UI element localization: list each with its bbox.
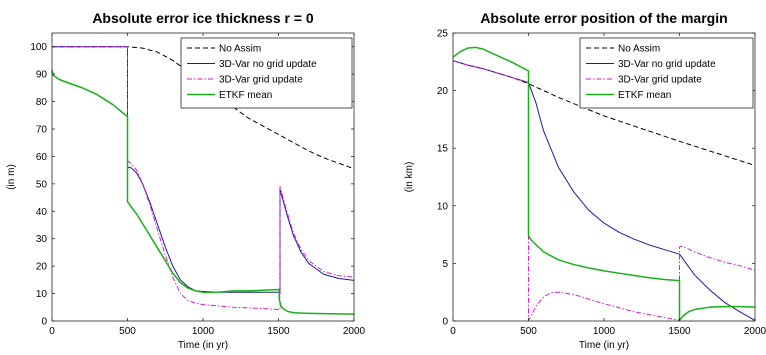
legend-label: No Assim [219, 44, 261, 55]
x-tick-label: 1000 [192, 326, 215, 337]
x-tick-label: 500 [119, 326, 136, 337]
series-line-0 [452, 60, 756, 166]
x-tick-label: 1500 [267, 326, 290, 337]
y-tick-label: 0 [442, 317, 448, 328]
y-tick-label: 70 [36, 125, 48, 136]
series-line-1 [452, 60, 756, 321]
legend-box [579, 37, 754, 109]
x-tick-label: 0 [49, 326, 55, 337]
legend-label: ETKF mean [618, 90, 671, 101]
series-line-2 [452, 60, 756, 321]
x-tick-label: 1000 [593, 326, 616, 337]
y-tick-label: 50 [36, 179, 48, 190]
legend-label: 3D-Var no grid update [618, 59, 716, 70]
x-tick-label: 1500 [668, 326, 691, 337]
y-tick-label: 15 [437, 144, 449, 155]
chart-title: Absolute error ice thickness r = 0 [92, 10, 314, 26]
y-axis-label: (in m) [6, 164, 17, 190]
y-tick-label: 30 [36, 234, 48, 245]
series-line-3 [51, 69, 355, 315]
series-line-3 [452, 46, 756, 322]
legend-label: 3D-Var grid update [618, 75, 702, 86]
chart-title: Absolute error position of the margin [480, 10, 727, 26]
y-tick-label: 5 [442, 259, 448, 270]
legend-label: No Assim [618, 44, 660, 55]
y-tick-label: 100 [30, 42, 47, 53]
legend-box [180, 37, 353, 109]
x-tick-label: 0 [450, 326, 456, 337]
y-tick-label: 20 [36, 262, 48, 273]
y-tick-label: 90 [36, 70, 48, 81]
y-tick-label: 25 [437, 29, 449, 40]
x-tick-label: 500 [520, 326, 537, 337]
legend-label: ETKF mean [219, 90, 272, 101]
legend-label: 3D-Var no grid update [219, 59, 317, 70]
y-tick-label: 20 [437, 86, 449, 97]
x-tick-label: 2000 [744, 326, 766, 337]
legend-label: 3D-Var grid update [219, 75, 303, 86]
y-tick-label: 60 [36, 152, 48, 163]
series-line-0 [52, 46, 355, 170]
x-axis-label: Time (in yr) [178, 340, 228, 351]
y-tick-label: 40 [36, 207, 48, 218]
y-tick-label: 10 [36, 289, 48, 300]
series-line-2 [52, 46, 355, 310]
x-axis-label: Time (in yr) [579, 340, 629, 351]
y-tick-label: 10 [437, 201, 449, 212]
y-tick-label: 0 [41, 317, 47, 328]
x-tick-label: 2000 [343, 326, 366, 337]
y-axis-label: (in km) [404, 162, 415, 193]
y-tick-label: 80 [36, 97, 48, 108]
